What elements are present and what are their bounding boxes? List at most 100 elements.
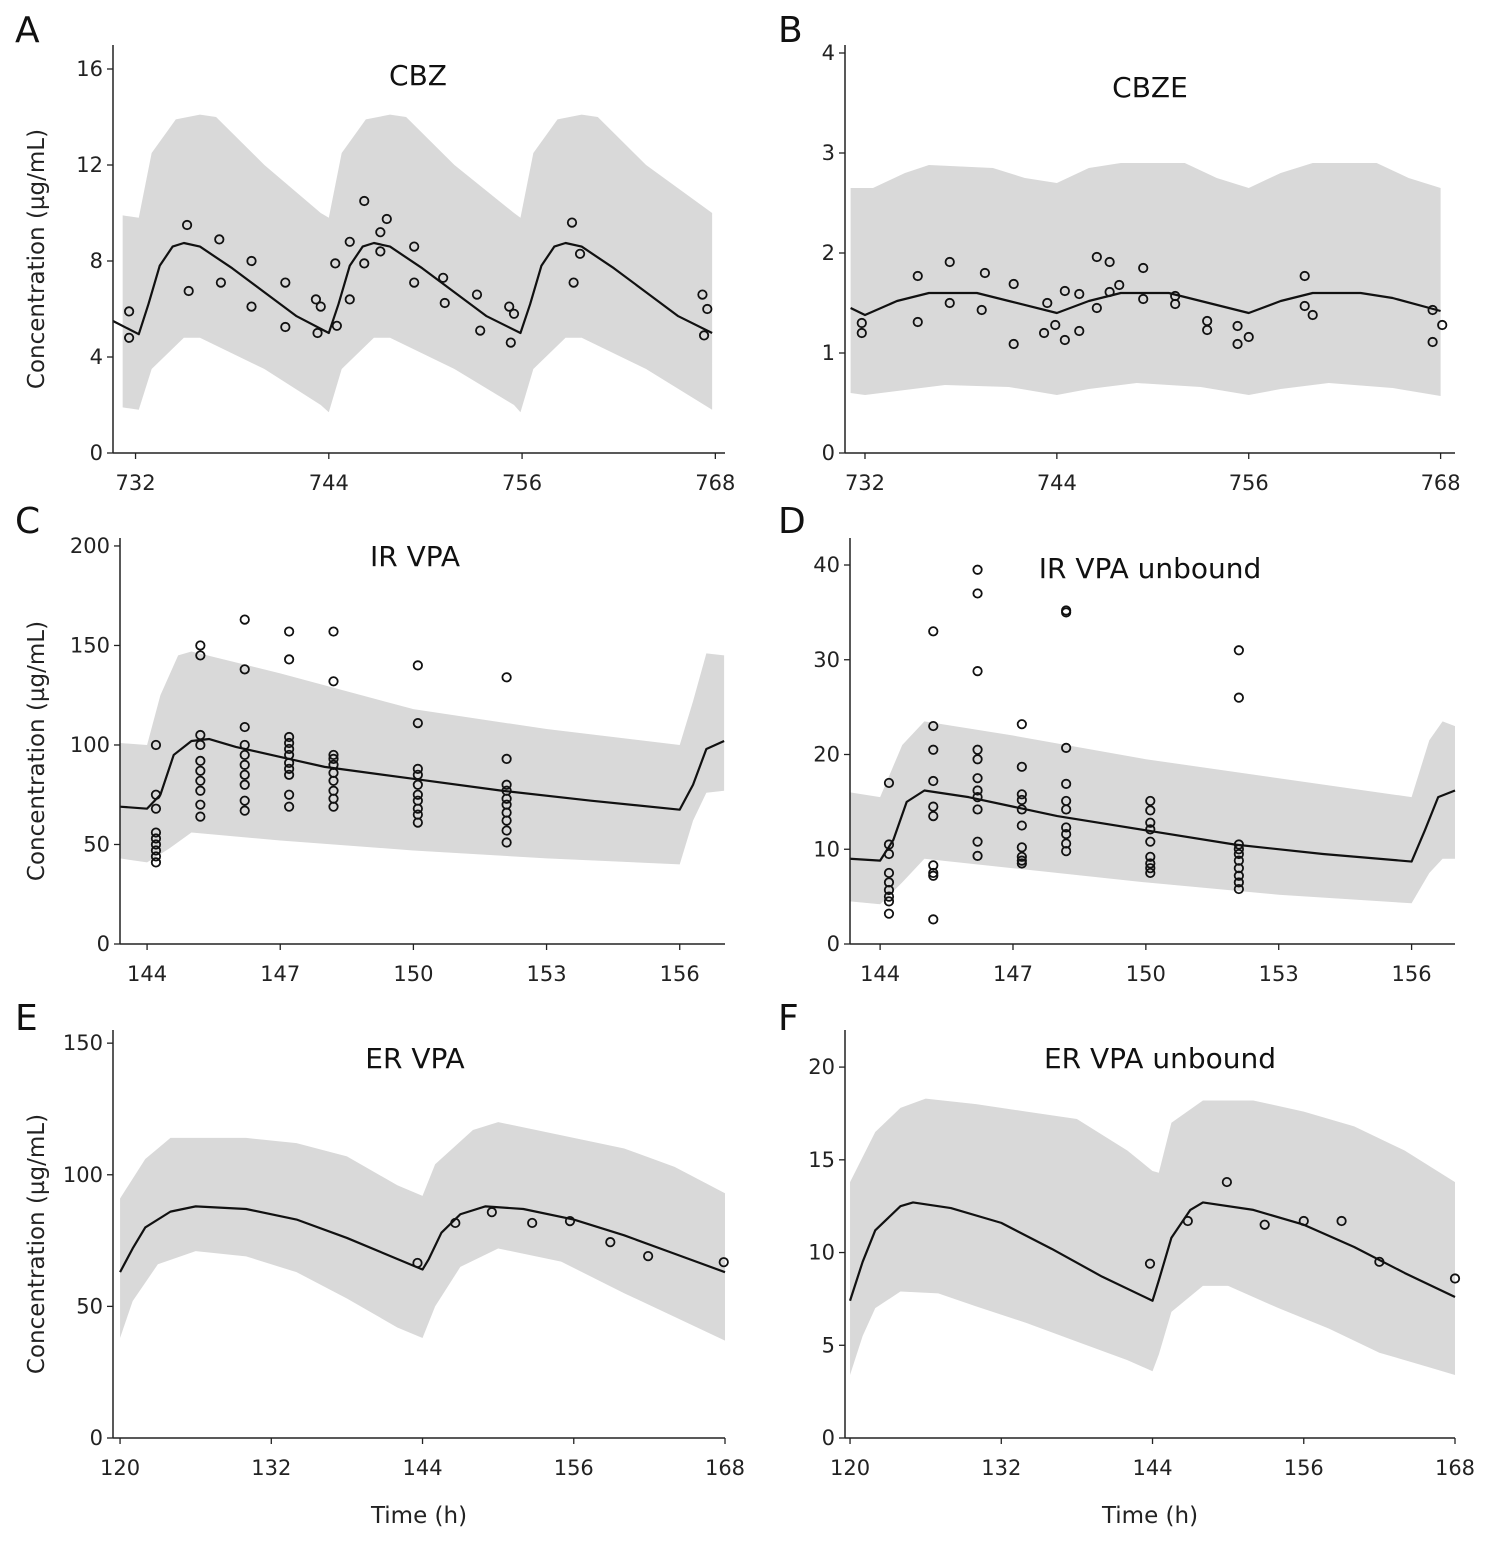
predicted-line	[849, 789, 1456, 863]
panel-title: CBZ	[389, 59, 447, 92]
y-tick-label: 4	[822, 41, 835, 65]
x-tick-label: 153	[527, 962, 567, 986]
observed-point	[1145, 817, 1156, 828]
x-tick-label: 120	[830, 1456, 870, 1480]
observed-point	[150, 857, 162, 868]
observed-point	[1233, 877, 1244, 888]
observed-point	[375, 227, 386, 238]
observed-point	[972, 792, 983, 803]
observed-point	[1232, 320, 1243, 332]
x-tick-label: 150	[393, 962, 433, 986]
observed-point	[284, 654, 295, 665]
observed-point	[1061, 822, 1072, 833]
observed-point	[195, 650, 206, 661]
observed-point	[412, 803, 423, 814]
observed-point	[501, 779, 512, 790]
observed-point	[150, 851, 162, 862]
observed-point	[1061, 846, 1072, 857]
observed-point	[856, 317, 867, 329]
y-axis-label: Concentration (µg/mL)	[24, 621, 50, 881]
x-tick-label: 144	[860, 962, 900, 986]
observed-point	[1059, 285, 1070, 297]
observed-point	[505, 337, 516, 348]
observed-point	[195, 640, 206, 651]
panel-letter: D	[778, 501, 806, 542]
y-tick-label: 0	[827, 932, 840, 956]
observed-point	[928, 914, 939, 925]
y-tick-label: 100	[63, 1163, 103, 1187]
observed-point	[928, 810, 939, 822]
predicted-line	[112, 241, 713, 336]
observed-point	[1016, 789, 1027, 800]
observed-point	[504, 301, 515, 312]
observed-point	[1061, 804, 1072, 815]
observed-point	[718, 1257, 729, 1268]
observed-point	[944, 297, 955, 309]
x-tick-label: 756	[1229, 471, 1269, 495]
y-tick-label: 50	[76, 1294, 103, 1318]
y-tick-label: 12	[76, 153, 103, 177]
observed-point	[1008, 338, 1019, 350]
observed-point	[195, 755, 206, 767]
y-tick-label: 10	[808, 1241, 835, 1265]
x-tick-label: 156	[660, 962, 700, 986]
observed-point	[412, 779, 423, 790]
panel-letter: F	[778, 998, 799, 1039]
y-tick-label: 3	[822, 141, 835, 165]
panel-f: 0 5 10 15 20 120 132 144 156 168 ER VPA unbound F Ti…	[778, 998, 1475, 1529]
panel-a: 0 4 8 12 16 732 744 756 768 CBZ A Concentration (µg…	[15, 10, 735, 495]
observed-point	[284, 763, 295, 774]
observed-point	[1138, 293, 1149, 305]
observed-point	[280, 277, 291, 288]
observed-point	[239, 805, 250, 816]
observed-point	[1202, 324, 1213, 336]
observed-point	[1427, 336, 1438, 348]
observed-point	[150, 789, 162, 800]
observed-point	[1016, 719, 1027, 730]
observed-point	[979, 267, 991, 279]
x-tick-label: 156	[1284, 1456, 1324, 1480]
observed-point	[181, 219, 193, 231]
observed-point	[1437, 319, 1448, 331]
observed-point	[1145, 836, 1156, 847]
panel-e: 0 50 100 150 120 132 144 156 168 ER VPA E Concentra…	[15, 998, 745, 1529]
x-tick-label: 144	[127, 962, 167, 986]
observed-point	[972, 666, 983, 677]
observed-point	[239, 779, 250, 790]
panel-letter: E	[15, 998, 38, 1039]
y-tick-label: 8	[90, 249, 103, 273]
observed-point	[284, 801, 295, 812]
observed-point	[1307, 309, 1318, 321]
observed-point	[1336, 1215, 1347, 1227]
observed-point	[1221, 1176, 1232, 1188]
observed-point	[643, 1251, 654, 1262]
y-tick-label: 16	[76, 57, 103, 81]
observed-point	[284, 737, 295, 749]
observed-point	[344, 236, 355, 247]
observed-point	[697, 289, 708, 300]
observed-point	[1016, 794, 1027, 806]
observed-point	[124, 306, 135, 317]
observed-point	[1114, 279, 1125, 291]
observed-point	[330, 258, 341, 269]
panel-b: 0 1 2 3 4 732 744 756 768 CBZE B	[778, 10, 1461, 495]
observed-point	[284, 626, 295, 637]
observed-point	[1104, 286, 1115, 298]
observed-point	[928, 744, 939, 755]
observed-point	[972, 744, 983, 755]
observed-point	[239, 664, 250, 675]
observed-point	[972, 804, 983, 815]
predicted-line	[850, 291, 1441, 317]
observed-point	[312, 327, 323, 339]
observed-point	[883, 777, 895, 789]
observed-point	[195, 799, 206, 810]
observed-point	[1259, 1219, 1270, 1230]
observed-point	[912, 270, 923, 282]
panel-title: IR VPA	[370, 540, 460, 573]
observed-point	[1299, 270, 1310, 282]
observed-point	[501, 672, 512, 683]
x-tick-label: 768	[1421, 471, 1461, 495]
observed-point	[284, 731, 295, 743]
observed-point	[1182, 1215, 1193, 1227]
